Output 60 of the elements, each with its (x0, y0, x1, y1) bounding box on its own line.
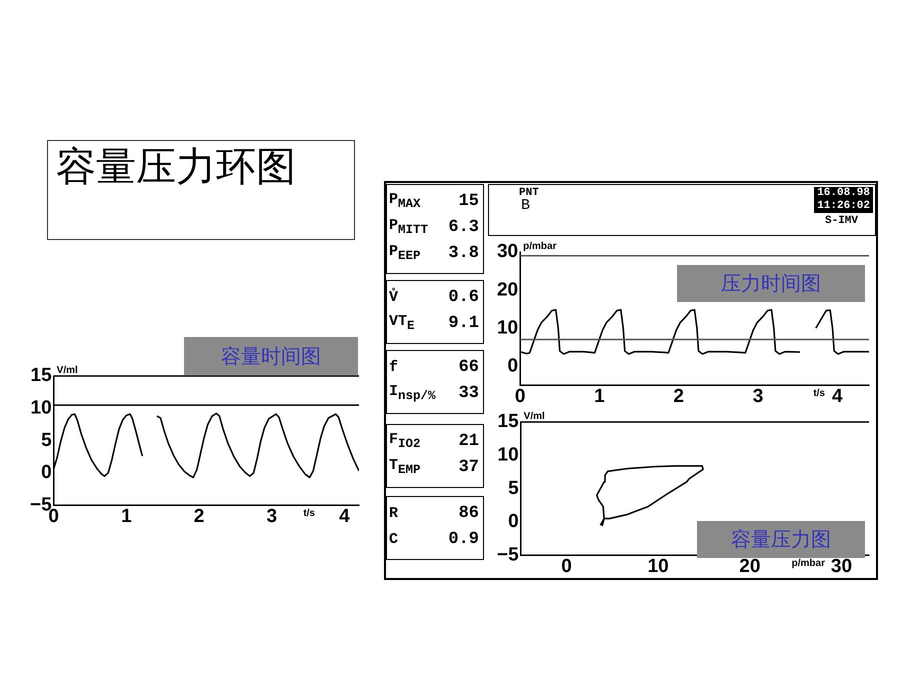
x-tick-label: 20 (739, 556, 760, 577)
x-tick-label: 4 (832, 386, 843, 407)
text: 15 (458, 192, 479, 210)
text: 0.9 (448, 530, 479, 548)
text: P$_{EEP}$ (389, 243, 421, 263)
x-tick-label: 1 (594, 386, 606, 407)
y-tick-label: 5 (508, 478, 520, 499)
title-label-box: 压力时间图 (677, 265, 865, 302)
text: R (389, 504, 398, 522)
x-tick-label: 3 (266, 506, 278, 527)
x-axis-title: p/mbar (792, 558, 826, 569)
text: B (521, 197, 530, 214)
x-tick-label: 0 (561, 556, 572, 577)
text: 11:26:02 (817, 200, 870, 213)
text: P$_{MITT}$ (389, 217, 428, 237)
x-tick-label: 30 (830, 556, 852, 577)
text: 0.6 (448, 288, 479, 306)
y-tick-label: 30 (496, 241, 518, 262)
text: 6.3 (448, 218, 479, 236)
y-axis-title: V/ml (56, 364, 78, 376)
y-tick-label: 10 (496, 317, 518, 338)
x-tick-label: 4 (339, 506, 350, 527)
text: F$_{IO2}$ (389, 431, 421, 451)
text: 16.08.98 (817, 187, 870, 200)
text: 66 (458, 358, 479, 376)
text: 9.1 (448, 314, 479, 332)
text: 容量压力环图 (47, 140, 355, 240)
text: T$_{EMP}$ (389, 457, 421, 477)
text: 37 (458, 458, 479, 476)
title-label-box: 容量时间图 (184, 337, 358, 375)
y-tick-label: 0 (41, 462, 52, 484)
text: 33 (458, 384, 479, 402)
text: C (389, 530, 398, 548)
title-label-box: 容量压力图 (697, 521, 865, 558)
y-axis-title: V/ml (524, 410, 545, 422)
x-tick-label: 3 (752, 386, 764, 407)
y-tick-label: 5 (41, 430, 52, 451)
y-tick-label: 10 (498, 444, 519, 466)
y-tick-label: 0 (508, 355, 518, 376)
x-axis-title: t/s (303, 508, 316, 519)
y-tick-label: 20 (496, 279, 518, 300)
x-tick-label: 2 (194, 506, 204, 527)
x-tick-label: 1 (121, 506, 132, 527)
text: 3.8 (448, 244, 479, 262)
text: 86 (458, 504, 479, 522)
y-axis-title: p/mbar (523, 240, 557, 252)
x-axis-title: t/s (813, 388, 826, 399)
text: f (389, 358, 398, 376)
text: 21 (458, 432, 479, 450)
x-tick-label: 10 (648, 556, 669, 577)
text: I$_{nsp/%}$ (389, 383, 436, 403)
y-tick-label: 15 (30, 365, 52, 386)
text: V̊ (389, 288, 398, 306)
x-tick-label: 2 (673, 386, 684, 407)
text: S-IMV (825, 215, 858, 227)
text: VT$_{E}$ (389, 313, 415, 333)
y-tick-label: −5 (496, 544, 520, 566)
text: P$_{MAX}$ (389, 191, 421, 211)
y-tick-label: 15 (498, 411, 520, 432)
text: PNT (519, 187, 539, 199)
